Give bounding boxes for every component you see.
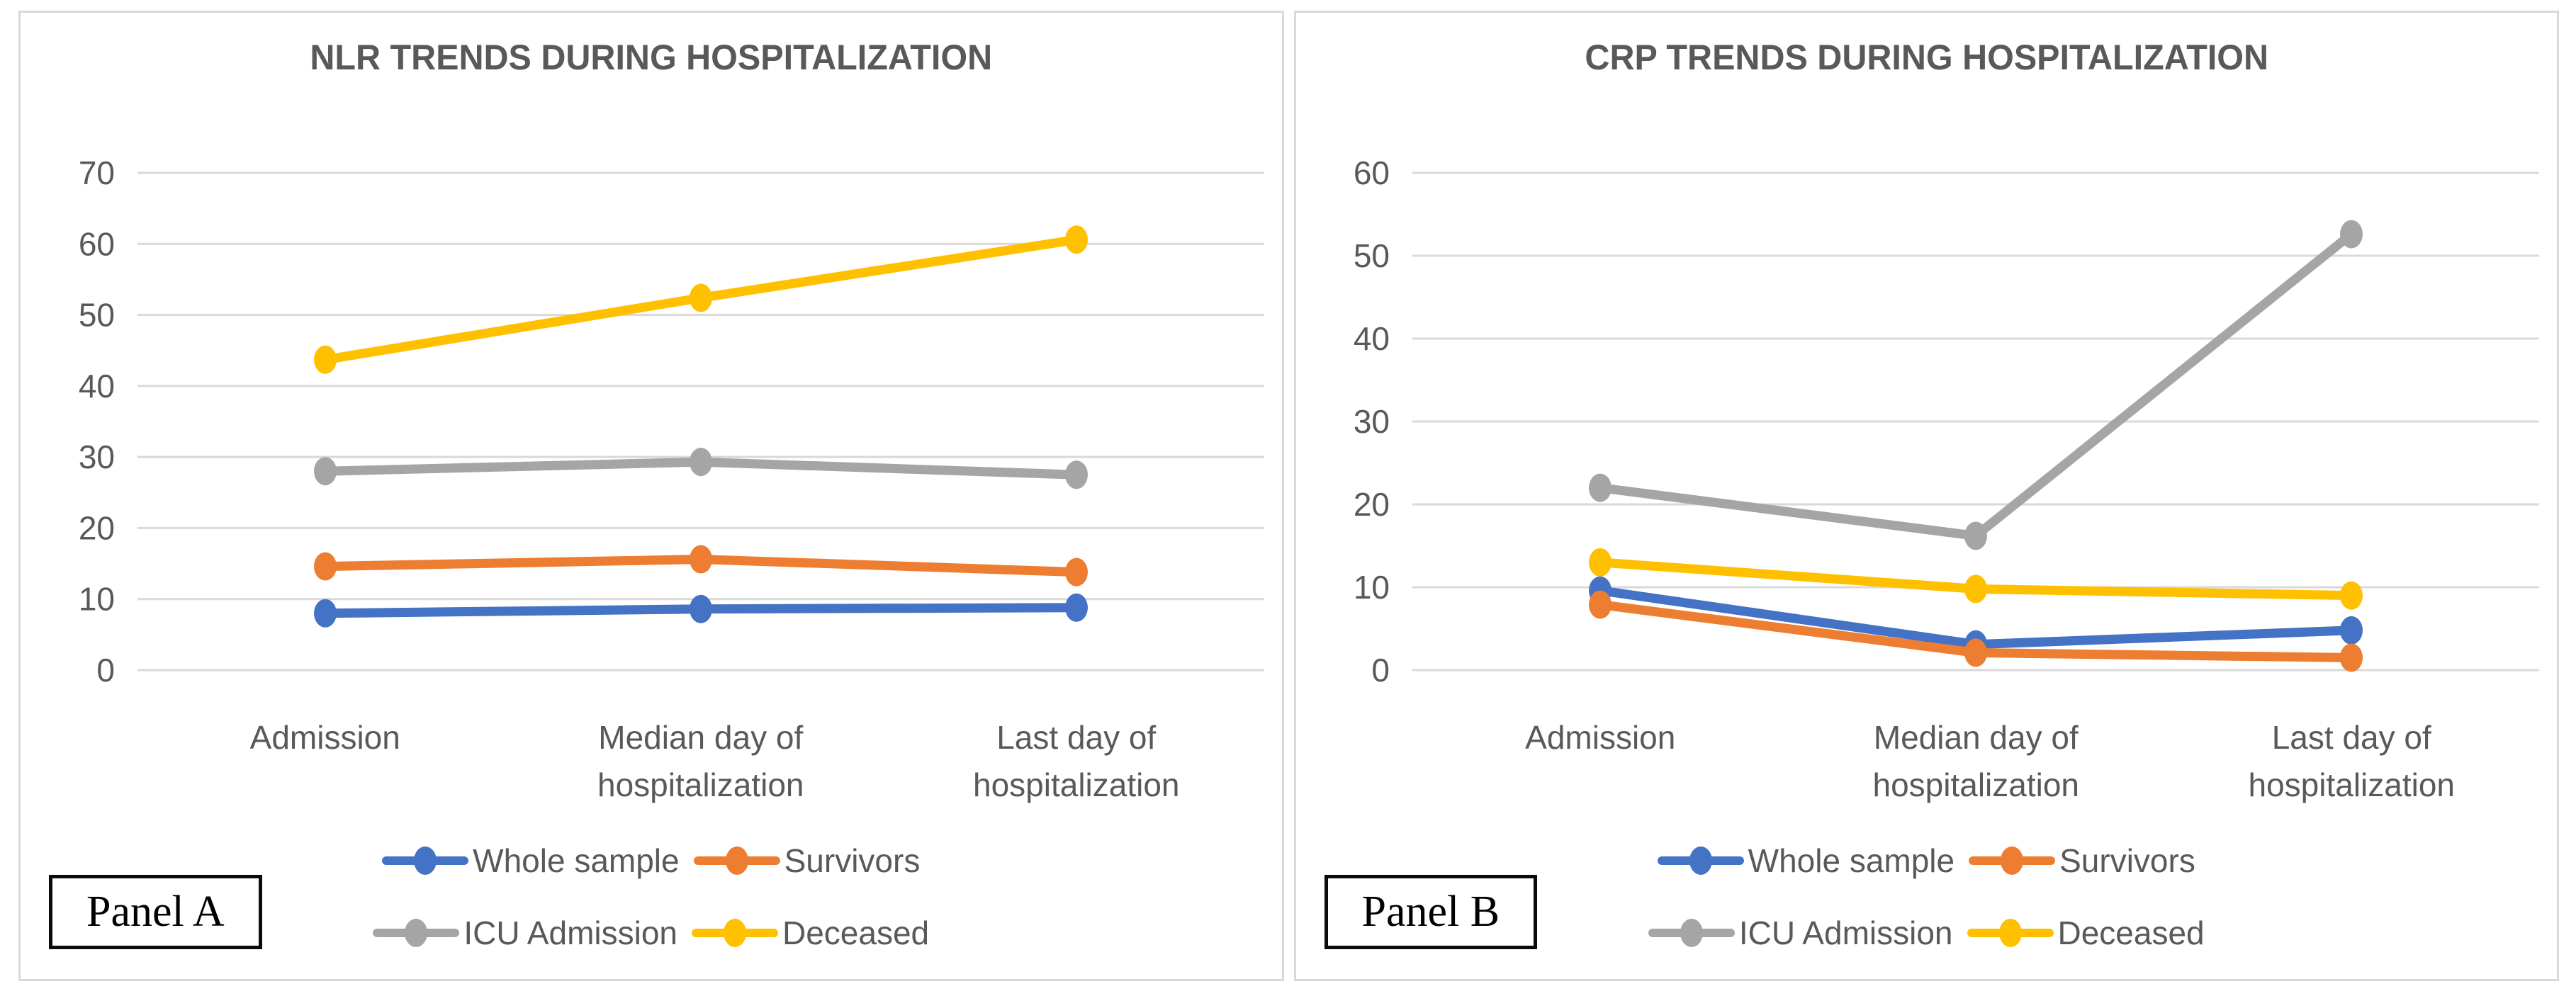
legend-row-2: ICU Admission Deceased — [1296, 914, 2558, 952]
svg-text:20: 20 — [79, 509, 115, 546]
panel-b: CRP TRENDS DURING HOSPITALIZATION 0 10 20 3… — [1293, 11, 2559, 981]
legend-item-survivors: Survivors — [1969, 842, 2195, 880]
chart-title-nlr: NLR TRENDS DURING HOSPITALIZATION — [310, 38, 993, 77]
deceased-line-marker-icon — [1967, 919, 2054, 947]
crp-plot-area: 0 10 20 30 40 50 60 — [1354, 154, 2540, 689]
legend-label: Survivors — [2059, 842, 2195, 879]
svg-text:20: 20 — [1354, 486, 1390, 523]
figure: NLR TRENDS DURING HOSPITALIZATION 0 10 20 3… — [18, 11, 2559, 981]
legend-item-icu-admission: ICU Admission — [373, 914, 677, 952]
svg-text:50: 50 — [79, 297, 115, 334]
legend-label: ICU Admission — [463, 914, 677, 951]
legend-label: Deceased — [2057, 914, 2205, 951]
crp-chart: 0 10 20 30 40 50 60 Admission Median day of ho… — [1306, 146, 2546, 823]
survivors-line-marker-icon — [693, 846, 780, 875]
whole-sample-line-marker-icon — [1657, 846, 1744, 875]
x-label-last-day: Last day of hospitalization — [2248, 719, 2456, 803]
icu-admission-line-marker-icon — [373, 919, 460, 947]
panel-a: NLR TRENDS DURING HOSPITALIZATION 0 10 20 3… — [18, 11, 1284, 981]
svg-text:40: 40 — [1354, 320, 1390, 357]
svg-text:10: 10 — [1354, 569, 1390, 606]
legend-row-1: Whole sample Survivors — [21, 842, 1282, 880]
legend-item-deceased: Deceased — [692, 914, 929, 952]
legend-row-1: Whole sample Survivors — [1296, 842, 2558, 880]
svg-text:0: 0 — [1372, 652, 1390, 689]
svg-text:50: 50 — [1354, 237, 1390, 274]
svg-text:30: 30 — [79, 438, 115, 475]
x-label-last-day: Last day of hospitalization — [972, 719, 1180, 803]
nlr-plot-area: 0 10 20 30 40 50 60 70 — [79, 154, 1264, 689]
x-label-admission: Admission — [249, 719, 400, 756]
legend-label: Survivors — [784, 842, 921, 879]
crp-x-axis: Admission Median day of hospitalization … — [1306, 698, 2546, 823]
panel-b-label: Panel B — [1324, 875, 1538, 949]
deceased-line-marker-icon — [692, 919, 778, 947]
legend-label: Deceased — [782, 914, 930, 951]
svg-text:60: 60 — [79, 225, 115, 262]
legend-item-whole-sample: Whole sample — [1657, 842, 1955, 880]
x-label-median-day: Median day of hospitalization — [1872, 719, 2080, 803]
legend-label: Whole sample — [473, 842, 680, 879]
legend-item-whole-sample: Whole sample — [382, 842, 680, 880]
legend-row-2: ICU Admission Deceased — [21, 914, 1282, 952]
svg-text:10: 10 — [79, 581, 115, 618]
nlr-chart: 0 10 20 30 40 50 60 70 Admission Median day of … — [31, 146, 1271, 823]
legend-item-icu-admission: ICU Admission — [1648, 914, 1953, 952]
panel-a-label: Panel A — [49, 875, 262, 949]
legend-item-deceased: Deceased — [1967, 914, 2205, 952]
svg-text:70: 70 — [79, 154, 115, 191]
svg-text:0: 0 — [96, 652, 115, 689]
legend-item-survivors: Survivors — [693, 842, 921, 880]
legend-label: ICU Admission — [1738, 914, 1953, 951]
x-label-median-day: Median day of hospitalization — [597, 719, 804, 803]
svg-text:30: 30 — [1354, 403, 1390, 440]
icu-admission-line-marker-icon — [1648, 919, 1735, 947]
whole-sample-line-marker-icon — [382, 846, 469, 875]
nlr-x-axis: Admission Median day of hospitalization … — [31, 698, 1271, 823]
legend-label: Whole sample — [1748, 842, 1955, 879]
x-label-admission: Admission — [1525, 719, 1676, 756]
svg-text:60: 60 — [1354, 154, 1390, 191]
chart-title-crp: CRP TRENDS DURING HOSPITALIZATION — [1584, 38, 2268, 77]
svg-text:40: 40 — [79, 368, 115, 404]
survivors-line-marker-icon — [1969, 846, 2056, 875]
